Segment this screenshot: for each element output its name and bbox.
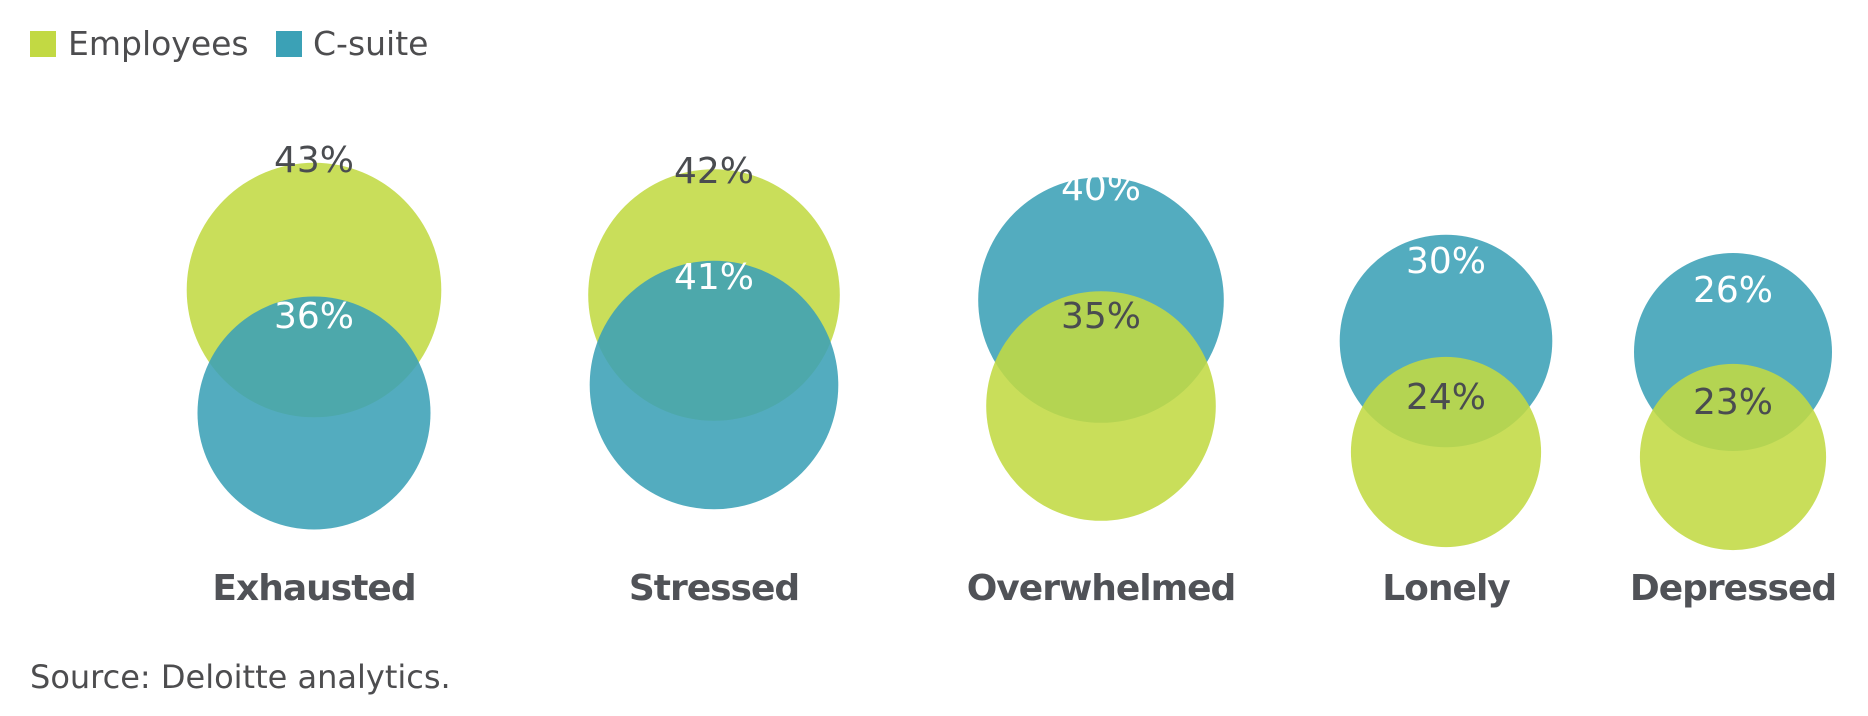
category-label-exhausted: Exhausted	[212, 568, 415, 609]
legend-swatch-employees	[30, 31, 56, 57]
bubble-c-suite-stressed	[589, 260, 839, 510]
data-label-c-suite-exhausted: 36%	[274, 296, 354, 337]
legend-label-employees: Employees	[68, 24, 249, 63]
bubble-groups: 43% 36% 42% 41% 35% 40% 24% 30% 23% 26%	[186, 140, 1832, 551]
data-label-employees-exhausted: 43%	[274, 140, 354, 181]
bubble-group-exhausted: 43% 36%	[186, 140, 442, 530]
data-label-c-suite-depressed: 26%	[1693, 270, 1773, 311]
bubble-employees-depressed	[1639, 363, 1827, 551]
legend-label-c-suite: C-suite	[313, 24, 428, 63]
legend-swatch-c-suite	[276, 31, 302, 57]
bubble-group-lonely: 24% 30%	[1339, 234, 1553, 548]
data-label-employees-overwhelmed: 35%	[1061, 296, 1141, 337]
category-label-depressed: Depressed	[1630, 568, 1836, 609]
bubble-c-suite-exhausted	[197, 296, 431, 530]
category-label-lonely: Lonely	[1382, 568, 1510, 609]
data-label-employees-lonely: 24%	[1406, 377, 1486, 418]
bubble-group-depressed: 23% 26%	[1634, 253, 1832, 551]
data-label-c-suite-stressed: 41%	[674, 257, 754, 298]
data-label-employees-depressed: 23%	[1693, 382, 1773, 423]
data-label-c-suite-overwhelmed: 40%	[1061, 168, 1141, 209]
category-label-stressed: Stressed	[629, 568, 799, 609]
data-label-employees-stressed: 42%	[674, 151, 754, 192]
bubble-employees-overwhelmed	[986, 291, 1216, 521]
source-note: Source: Deloitte analytics.	[30, 658, 451, 696]
category-labels: Exhausted Stressed Overwhelmed Lonely Depres…	[212, 568, 1837, 609]
legend: Employees C-suite	[30, 24, 428, 63]
data-label-c-suite-lonely: 30%	[1406, 241, 1486, 282]
bubble-group-overwhelmed: 35% 40%	[978, 168, 1224, 521]
bubble-employees-lonely	[1350, 356, 1542, 548]
category-label-overwhelmed: Overwhelmed	[967, 568, 1236, 609]
bubble-group-stressed: 42% 41%	[588, 151, 840, 510]
